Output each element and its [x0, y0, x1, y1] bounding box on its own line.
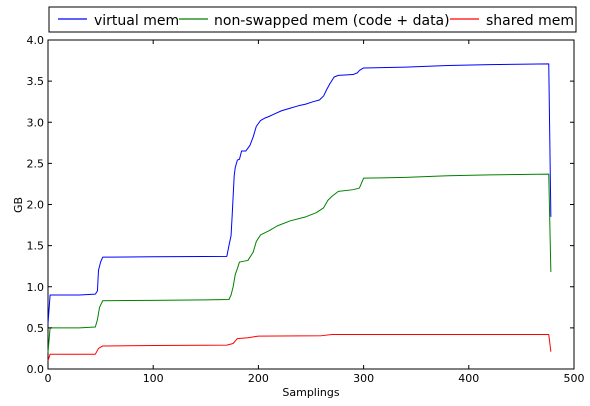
series-line-virtual-mem: [47, 63, 552, 324]
plot-frame: [47, 39, 575, 370]
legend-label-non-swapped-mem: non-swapped mem (code + data): [214, 13, 450, 29]
legend-label-shared-mem: shared mem: [486, 13, 574, 29]
legend-label-virtual-mem: virtual mem: [94, 13, 179, 29]
x-tick-label: 100: [143, 372, 164, 385]
series-line-shared-mem: [47, 333, 552, 361]
y-tick-label: 1.5: [27, 240, 45, 253]
legend-frame: [48, 6, 577, 33]
tick-layer: 0 100 200 300 400 500 0.0 0.5 1.0 1.5 2.0 2.5 3.0 3.5…: [27, 34, 585, 385]
y-tick-label: 4.0: [27, 34, 45, 47]
y-tick-label: 2.0: [27, 199, 45, 212]
x-tick-label: 500: [564, 372, 585, 385]
y-tick-label: 0.5: [27, 322, 45, 335]
series-line-non-swapped-mem-code-data: [47, 173, 552, 353]
x-tick-label: 300: [353, 372, 374, 385]
legend: virtual mem non-swapped mem (code + data…: [48, 6, 577, 33]
y-tick-label: 1.0: [27, 281, 45, 294]
series-layer: [47, 63, 552, 361]
y-axis-label: GB: [12, 197, 25, 213]
x-tick-label: 0: [45, 372, 52, 385]
y-tick-label: 3.5: [27, 75, 45, 88]
x-tick-label: 200: [248, 372, 269, 385]
y-tick-label: 2.5: [27, 157, 45, 170]
x-tick-label: 400: [458, 372, 479, 385]
y-tick-label: 3.0: [27, 116, 45, 129]
x-axis-label: Samplings: [282, 386, 339, 399]
y-tick-label: 0.0: [27, 363, 45, 376]
